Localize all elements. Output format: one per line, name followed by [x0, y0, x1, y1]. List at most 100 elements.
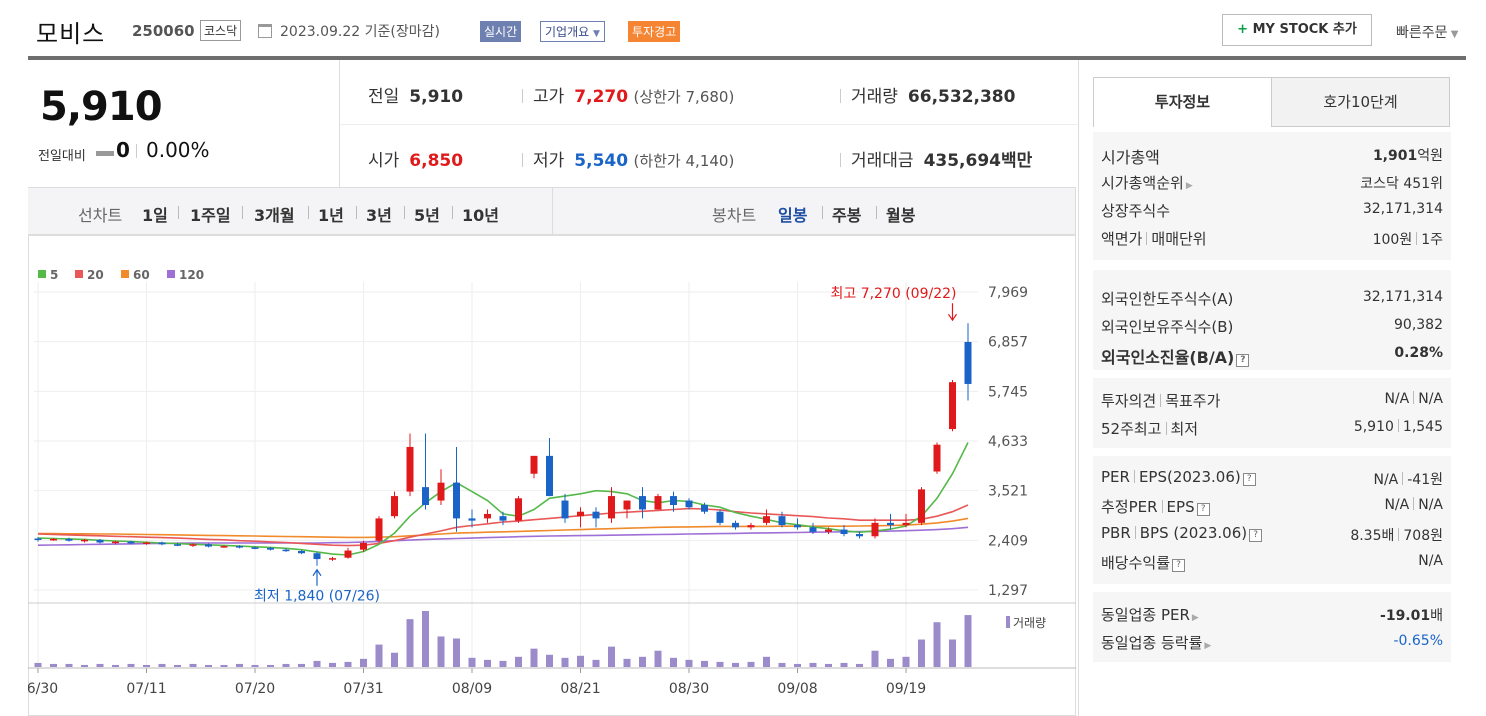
price-box: 5,910 전일대비 0 0.00%: [28, 60, 340, 187]
flat-change-icon: [96, 151, 114, 156]
volume-bar: [282, 663, 290, 667]
chevron-right-icon[interactable]: ▶: [1191, 613, 1199, 623]
volume-bar: [65, 663, 73, 667]
help-icon[interactable]: ?: [1172, 559, 1186, 572]
candle-body: [96, 539, 104, 543]
stock-header: 모비스 250060 코스닥 2023.09.22 기준(장마감) 실시간 기업…: [36, 12, 1466, 52]
info-label-text: 52주최고: [1101, 420, 1162, 438]
info-value-negative: -0.65%: [1393, 633, 1443, 649]
help-icon[interactable]: ?: [1249, 529, 1263, 542]
volume-bar: [964, 615, 972, 667]
candle-body: [933, 444, 941, 472]
info-label-text: PER: [1101, 468, 1130, 486]
candle-weekly[interactable]: 주봉: [832, 206, 862, 225]
calendar-icon: [258, 24, 272, 38]
legend-swatch: [38, 270, 46, 278]
info-label-text: 외국인보유주식수(B): [1101, 318, 1234, 336]
candle-body: [685, 500, 693, 508]
candle-body: [236, 546, 243, 548]
chevron-right-icon[interactable]: ▶: [1204, 641, 1212, 651]
info-label-text: 상장주식수: [1101, 202, 1171, 220]
tab-quote-10[interactable]: 호가10단계: [1271, 77, 1450, 127]
info-row: 시가총액 1,901억원: [1101, 140, 1443, 168]
volume-bar: [949, 639, 956, 667]
company-overview-dropdown[interactable]: 기업개요 ▼: [540, 21, 605, 42]
period-3m[interactable]: 3개월: [254, 206, 295, 225]
info-label: 52주최고 최저: [1101, 418, 1198, 439]
period-1d[interactable]: 1일: [142, 206, 168, 225]
candle-body: [701, 505, 708, 512]
volume-bar: [360, 658, 367, 667]
volume-bar: [701, 660, 708, 667]
candle-body: [174, 544, 181, 546]
candle-body: [964, 341, 972, 384]
divider: [1413, 497, 1415, 510]
candle-body: [670, 496, 677, 506]
info-value-text: -41원: [1407, 472, 1443, 488]
volume-bar: [143, 664, 150, 667]
info-row: PER EPS(2023.06)? N/A -41원: [1101, 464, 1443, 492]
candle-body: [623, 500, 631, 510]
candle-body: [360, 542, 367, 550]
x-tick-label: 06/30: [28, 681, 58, 697]
candle-body: [127, 541, 135, 544]
stock-chart-svg: 7,969 6,857 5,745 4,633 3,521 2,409 1,297 06/30…: [18, 235, 1076, 716]
period-10y[interactable]: 10년: [462, 206, 499, 225]
candle-body: [794, 525, 801, 528]
candle-body: [406, 446, 414, 492]
info-value-text: N/A: [1418, 391, 1443, 407]
candle-body: [143, 542, 150, 545]
x-tick-label: 08/21: [560, 681, 600, 697]
volume-bar: [918, 639, 925, 667]
help-icon[interactable]: ?: [1196, 503, 1210, 516]
info-value: 0.28%: [1394, 345, 1443, 361]
info-value-bold: 0.28%: [1394, 345, 1443, 361]
info-row: 투자의견 목표주가 N/A N/A: [1101, 386, 1443, 414]
info-value-text: 1,545: [1402, 419, 1443, 435]
divider: [840, 153, 841, 167]
period-3y[interactable]: 3년: [366, 206, 392, 225]
add-my-stock-button[interactable]: + MY STOCK 추가: [1222, 14, 1372, 46]
volume-bar: [236, 663, 243, 667]
candle-monthly[interactable]: 월봉: [886, 206, 916, 225]
tab-invest-info[interactable]: 투자정보: [1093, 77, 1272, 127]
volume-bar: [794, 663, 801, 667]
period-1y[interactable]: 1년: [318, 206, 344, 225]
info-value: -19.01배: [1380, 605, 1443, 625]
divider: [876, 206, 877, 219]
stat-volume: 거래량 66,532,380: [840, 82, 1015, 107]
period-5y[interactable]: 5년: [414, 206, 440, 225]
info-label-text: 추정PER: [1101, 498, 1158, 516]
divider: [308, 206, 309, 219]
quick-order-dropdown[interactable]: 빠른주문 ▼: [1396, 22, 1458, 42]
y-tick-label: 2,409: [988, 533, 1028, 549]
chevron-right-icon[interactable]: ▶: [1185, 181, 1193, 191]
info-value-bold: -19.01: [1380, 608, 1431, 624]
chart-period-bar: 선차트 1일 1주일 3개월 1년 3년 5년 10년 봉차트 일봉 주봉 월봉: [28, 187, 1076, 235]
divider: [1134, 526, 1136, 539]
candle-body: [871, 522, 879, 537]
stat-low: 저가 5,540 (하한가 4,140): [522, 146, 734, 171]
volume-bar: [50, 663, 57, 667]
candle-daily[interactable]: 일봉: [778, 206, 808, 225]
chevron-down-icon: ▼: [1447, 29, 1459, 40]
info-tabs: 투자정보 호가10단계: [1093, 77, 1451, 127]
info-value-text: N/A: [1373, 472, 1399, 488]
info-value-text: 32,171,314: [1362, 201, 1443, 217]
period-1w[interactable]: 1주일: [190, 206, 231, 225]
chevron-down-icon: ▼: [593, 29, 600, 39]
candle-body: [778, 516, 786, 526]
stat-open: 시가 6,850: [368, 146, 463, 171]
info-label-text: 매매단위: [1151, 230, 1207, 248]
volume-bar: [887, 658, 894, 667]
info-row: 외국인소진율(B/A)? 0.28%: [1101, 340, 1443, 368]
lower-limit-value: 4,140: [685, 152, 729, 170]
volume-bar: [856, 663, 863, 667]
help-icon[interactable]: ?: [1236, 354, 1250, 367]
stat-value: 66,532,380: [907, 87, 1016, 107]
help-icon[interactable]: ?: [1242, 473, 1256, 486]
info-label: PBR BPS (2023.06)?: [1101, 524, 1263, 542]
realtime-button[interactable]: 실시간: [480, 21, 522, 42]
volume-bar: [96, 663, 104, 667]
divider: [522, 89, 523, 103]
